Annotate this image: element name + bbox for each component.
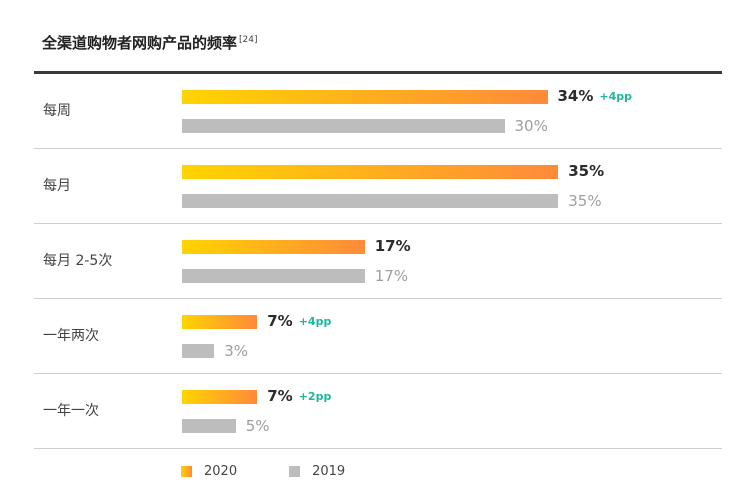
category-label: 每月: [43, 178, 71, 194]
bar-2019: [182, 419, 236, 433]
value-text-2020: 34%: [557, 87, 594, 105]
value-text-2019: 35%: [568, 192, 602, 210]
bar-2020: [182, 390, 258, 404]
value-label-2020: 7% +2pp: [267, 387, 331, 405]
top-rule: [34, 71, 722, 74]
value-text-2020: 17%: [374, 237, 411, 255]
value-text-2020: 7%: [267, 387, 293, 405]
legend-item-2019: 2019: [289, 464, 345, 479]
category-label: 一年两次: [43, 328, 99, 344]
value-label-2019: 3%: [224, 342, 248, 360]
chart-title-reference: [24]: [239, 35, 258, 45]
value-text-2019: 5%: [245, 417, 270, 435]
chart-row: 一年一次 7% +2pp 5%: [34, 374, 722, 449]
delta-label: +2pp: [298, 390, 332, 403]
category-label: 每月 2-5次: [43, 253, 113, 269]
category-label: 一年一次: [43, 403, 99, 419]
chart-title-text: 全渠道购物者网购产品的频率: [42, 34, 238, 52]
value-text-2019: 17%: [374, 267, 409, 285]
chart-row: 每月 2-5次 17% 17%: [34, 224, 722, 299]
value-label-2020: 34% +4pp: [558, 87, 633, 105]
chart-row: 每周 34% +4pp 30%: [34, 74, 722, 149]
value-label-2020: 35%: [568, 162, 604, 180]
bar-2019: [182, 269, 365, 283]
bar-2019: [182, 194, 559, 208]
bar-2020: [182, 165, 559, 179]
value-label-2020: 7% +4pp: [267, 312, 331, 330]
value-label-2019: 5%: [246, 417, 270, 435]
value-text-2019: 30%: [514, 117, 548, 135]
value-text-2020: 7%: [267, 312, 293, 330]
chart-title: 全渠道购物者网购产品的频率 [24]: [42, 32, 258, 53]
bar-2020: [182, 315, 258, 329]
legend: 2020 2019: [181, 464, 345, 479]
chart-row: 一年两次 7% +4pp 3%: [34, 299, 722, 374]
legend-swatch-2019: [289, 466, 301, 477]
value-text-2020: 35%: [568, 162, 605, 180]
value-label-2019: 35%: [568, 192, 601, 210]
legend-label-2020: 2020: [204, 464, 238, 479]
value-text-2019: 3%: [224, 342, 249, 360]
bar-2019: [182, 119, 505, 133]
bar-2020: [182, 90, 548, 104]
delta-label: +4pp: [599, 90, 633, 103]
value-label-2019: 30%: [515, 117, 548, 135]
chart-row: 每月 35% 35%: [34, 149, 722, 224]
category-label: 每周: [43, 103, 71, 119]
legend-label-2019: 2019: [312, 464, 346, 479]
legend-swatch-2020: [181, 466, 192, 477]
delta-label: +4pp: [298, 315, 332, 328]
value-label-2019: 17%: [375, 267, 408, 285]
bar-2020: [182, 240, 365, 254]
legend-item-2020: 2020: [181, 464, 237, 479]
bar-2019: [182, 344, 215, 358]
bar-chart: 每周 34% +4pp 30% 每月 35% 35% 每月 2-5次 17% 17% 一年两次 7% +…: [34, 74, 722, 449]
value-label-2020: 17%: [375, 237, 411, 255]
